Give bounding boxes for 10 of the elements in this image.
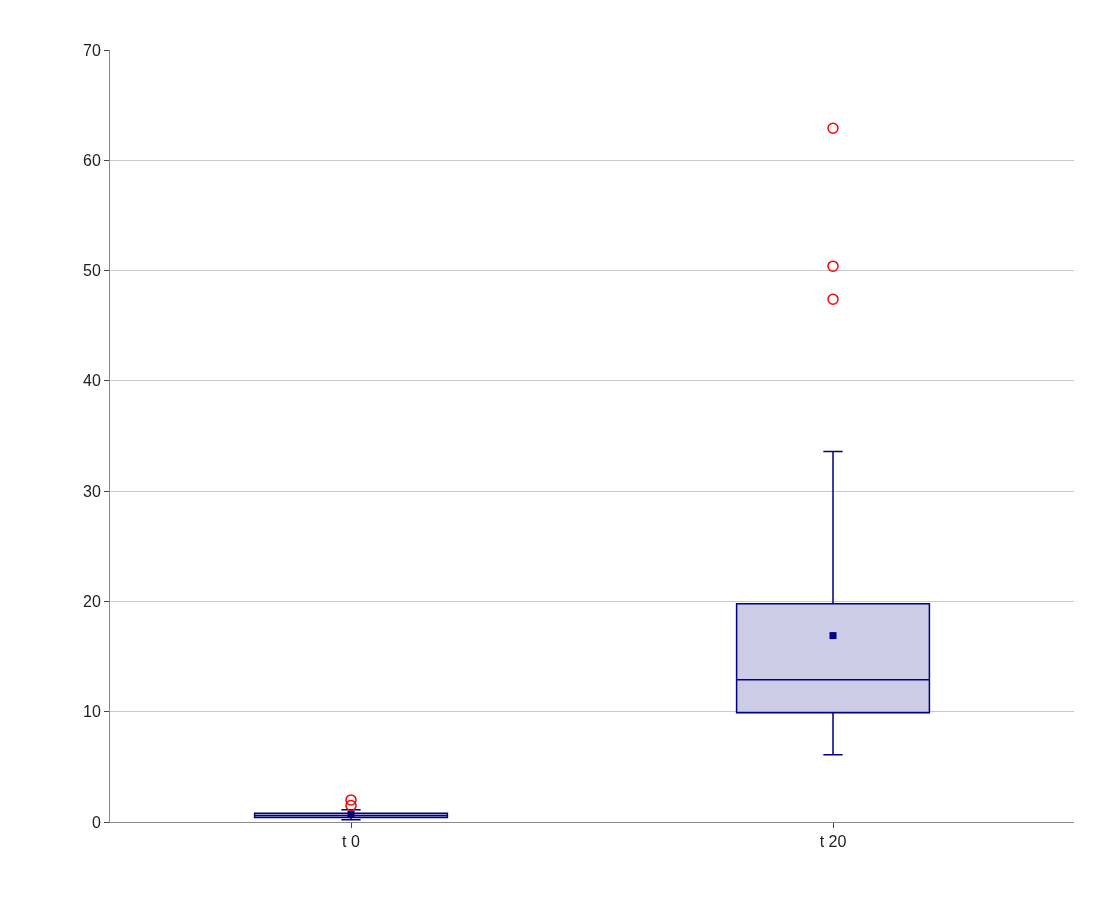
y-tick-label: 30	[83, 482, 101, 500]
y-tick-label: 70	[83, 41, 101, 59]
y-tick-label: 50	[83, 262, 101, 280]
y-tick-label: 60	[83, 151, 101, 169]
y-tick-label: 0	[91, 813, 101, 831]
y-tick-label: 10	[83, 703, 101, 721]
x-tick-label: t 0	[342, 833, 360, 851]
y-tick-label: 20	[83, 593, 101, 611]
y-tick-label: 40	[83, 372, 101, 390]
x-tick-label: t 20	[819, 833, 847, 851]
